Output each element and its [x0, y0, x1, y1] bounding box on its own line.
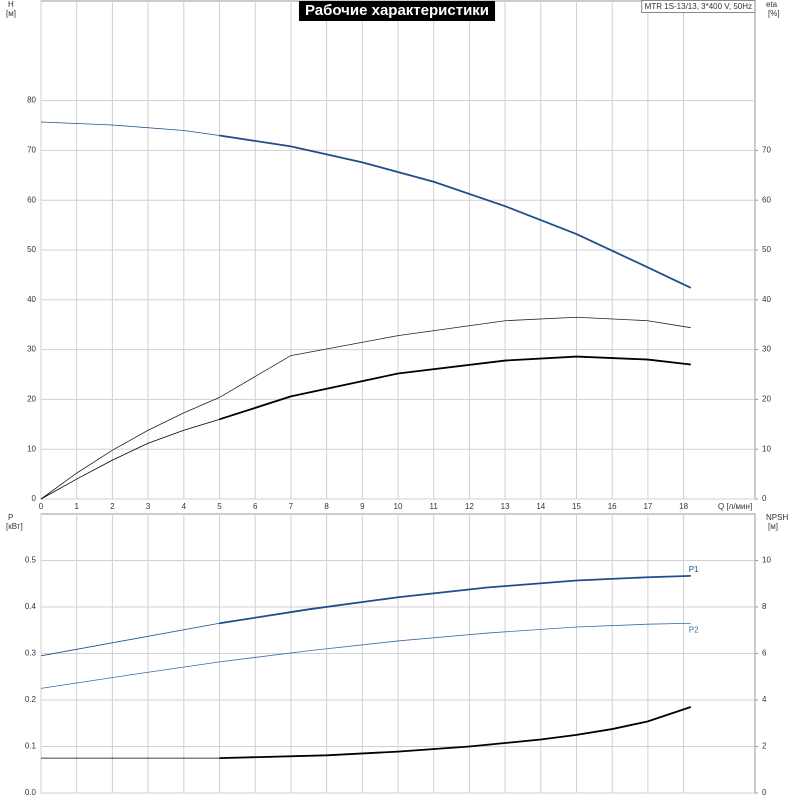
y2-tick-label: 0 [762, 494, 767, 503]
x-tick-label: 11 [430, 502, 439, 511]
x-tick-label: 4 [182, 502, 187, 511]
curve-bold [219, 134, 692, 289]
x-tick-label: 16 [608, 502, 617, 511]
y2-tick-label: 30 [762, 345, 771, 354]
x-tick-label: 6 [253, 502, 258, 511]
y-tick-label: 0.2 [25, 695, 37, 704]
y-tick-label: 0.3 [25, 649, 37, 658]
y-axis-unit: [м] [6, 9, 16, 18]
y2-axis-label: NPSH [766, 513, 788, 522]
y2-tick-label: 8 [762, 602, 767, 611]
series-label: P2 [689, 625, 699, 634]
y2-tick-label: 10 [762, 444, 771, 453]
x-tick-label: 18 [679, 502, 688, 511]
y-axis-label: H [8, 0, 14, 9]
series-label: P1 [689, 565, 699, 574]
curve-bold [219, 706, 692, 760]
x-tick-label: 9 [360, 502, 365, 511]
y-tick-label: 0.1 [25, 742, 37, 751]
model-box [641, 0, 756, 13]
y2-tick-label: 10 [762, 556, 771, 565]
curve-bold [219, 355, 691, 421]
x-axis-label: Q [л/мин] [718, 502, 752, 511]
title-box [298, 1, 496, 21]
y2-axis-unit: [м] [768, 522, 778, 531]
x-tick-label: 10 [394, 502, 403, 511]
y2-axis-label: eta [766, 0, 778, 9]
y2-tick-label: 70 [762, 146, 771, 155]
x-tick-label: 15 [572, 502, 581, 511]
x-tick-label: 2 [110, 502, 115, 511]
x-tick-label: 7 [289, 502, 294, 511]
x-tick-label: 12 [465, 502, 474, 511]
y2-tick-label: 50 [762, 245, 771, 254]
x-tick-label: 13 [501, 502, 510, 511]
curve [40, 575, 691, 657]
curve-bold [219, 574, 691, 625]
curve [40, 316, 691, 500]
x-tick-label: 1 [74, 502, 79, 511]
y-tick-label: 20 [27, 395, 36, 404]
y-tick-label: 40 [27, 295, 36, 304]
y-tick-label: 60 [27, 195, 36, 204]
x-tick-label: 17 [643, 502, 652, 511]
y-tick-label: 80 [27, 96, 36, 105]
x-tick-label: 14 [536, 502, 545, 511]
y2-tick-label: 60 [762, 195, 771, 204]
y-tick-label: 10 [27, 444, 36, 453]
y-tick-label: 0 [32, 494, 37, 503]
y2-tick-label: 0 [762, 788, 767, 797]
y2-tick-label: 4 [762, 695, 767, 704]
curve [40, 622, 691, 689]
y-tick-label: 0.4 [25, 602, 37, 611]
x-tick-label: 5 [217, 502, 222, 511]
y-axis-unit: [кВт] [6, 522, 23, 531]
y2-axis-unit: [%] [768, 9, 780, 18]
y-tick-label: 0.5 [25, 556, 37, 565]
y-axis-label: P [8, 513, 13, 522]
y-tick-label: 30 [27, 345, 36, 354]
x-tick-label: 8 [324, 502, 329, 511]
x-tick-label: 3 [146, 502, 151, 511]
chart-title: Рабочие характеристики [305, 2, 489, 19]
curve [40, 356, 691, 500]
curve [40, 121, 691, 289]
y2-tick-label: 6 [762, 649, 767, 658]
x-tick-label: 0 [39, 502, 44, 511]
y2-tick-label: 2 [762, 742, 767, 751]
y2-tick-label: 20 [762, 395, 771, 404]
y-tick-label: 70 [27, 146, 36, 155]
y2-tick-label: 40 [762, 295, 771, 304]
y-tick-label: 50 [27, 245, 36, 254]
y-tick-label: 0.0 [25, 788, 37, 797]
model-label: MTR 1S-13/13, 3*400 V, 50Hz [645, 2, 752, 11]
